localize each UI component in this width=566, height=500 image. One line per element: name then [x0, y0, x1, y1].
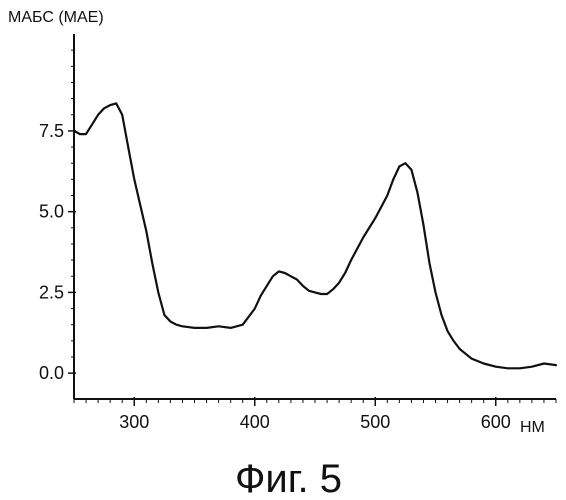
x-tick-label: 500	[360, 412, 390, 432]
x-tick-label: 400	[240, 412, 270, 432]
x-tick-label: 300	[119, 412, 149, 432]
y-axis-title: МАБС (МАЕ)	[8, 9, 104, 26]
x-tick-label: 600	[481, 412, 511, 432]
series-line	[74, 103, 556, 368]
y-tick-label: 7.5	[39, 121, 64, 141]
plot-area: 0.0 2.5 5.0 7.5 300 400 500 600	[39, 34, 556, 432]
x-axis-title: НМ	[520, 419, 545, 436]
y-tick-label: 2.5	[39, 282, 64, 302]
figure-caption: Фиг. 5	[235, 457, 342, 500]
y-tick-label: 0.0	[39, 363, 64, 383]
y-tick-label: 5.0	[39, 202, 64, 222]
